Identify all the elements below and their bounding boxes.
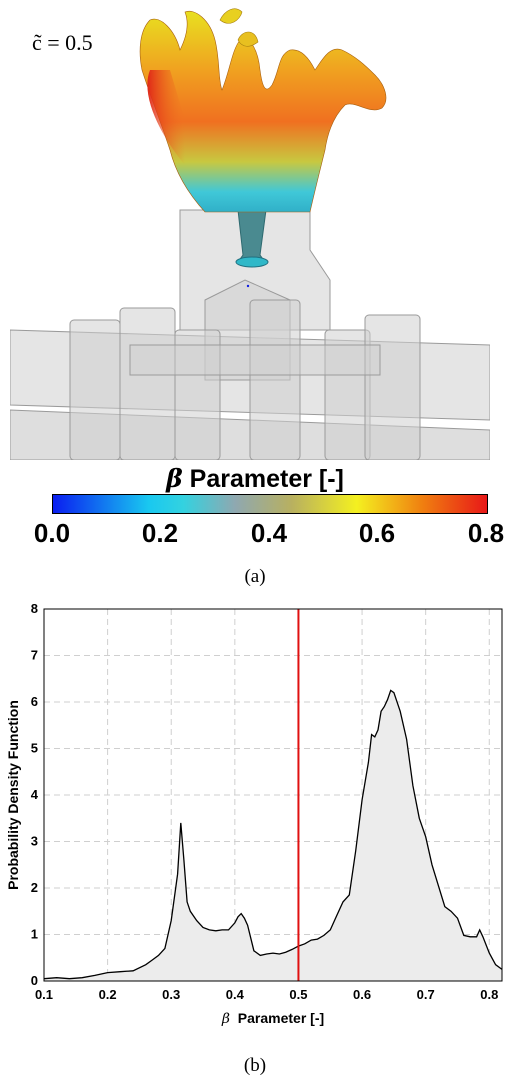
x-tick-label: 0.3 (162, 987, 180, 1002)
colorbar-tick: 0.2 (141, 518, 179, 548)
flame-isosurface-render (10, 8, 490, 460)
y-tick-label: 5 (31, 741, 38, 756)
pdf-area (44, 690, 502, 981)
burner-geometry (10, 209, 490, 460)
colorbar-title: β Parameter [-] (0, 464, 510, 494)
colorbar-title-text: Parameter [-] (189, 465, 344, 493)
pdf-chart: 0.1 0.2 0.3 0.4 0.5 0.6 0.7 0.8 0 1 2 3 4 5 6 7 8 β Par… (5, 601, 503, 1027)
y-tick-label: 2 (31, 880, 38, 895)
x-tick-label: 0.8 (480, 987, 498, 1002)
y-tick-label: 7 (31, 648, 38, 663)
x-axis-label-symbol: β (221, 1011, 230, 1027)
x-axis-label: β Parameter [-] (221, 1010, 324, 1027)
plot-frame (43, 608, 503, 982)
caption-a: (a) (244, 566, 266, 587)
y-tick-label: 1 (31, 927, 38, 942)
x-tick-label: 0.1 (35, 987, 53, 1002)
caption-b: (b) (243, 1055, 267, 1076)
y-tick-labels: 0 1 2 3 4 5 6 7 8 (31, 601, 39, 988)
colorbar-tick: 0.8 (467, 518, 505, 548)
colorbar (52, 494, 488, 514)
x-tick-label: 0.6 (353, 987, 371, 1002)
x-axis-label-text: Parameter [-] (238, 1010, 324, 1026)
y-tick-label: 0 (31, 973, 38, 988)
colorbar-tick: 0.4 (250, 518, 288, 548)
pdf-line (43, 689, 503, 980)
y-tick-label: 3 (31, 834, 38, 849)
x-tick-label: 0.4 (226, 987, 245, 1002)
x-tick-label: 0.7 (417, 987, 435, 1002)
y-tick-label: 8 (31, 601, 38, 616)
flame-surface (139, 10, 387, 213)
colorbar-title-symbol: β (166, 464, 183, 493)
x-tick-label: 0.2 (99, 987, 117, 1002)
x-tick-label: 0.5 (289, 987, 307, 1002)
colorbar-tick: 0.0 (33, 518, 71, 548)
colorbar-tick: 0.6 (358, 518, 396, 548)
y-tick-label: 4 (31, 787, 39, 802)
x-tick-labels: 0.1 0.2 0.3 0.4 0.5 0.6 0.7 0.8 (35, 987, 498, 1002)
isosurface-annotation: c̃ = 0.5 (32, 30, 93, 55)
y-axis-label: Probability Density Function (5, 700, 21, 890)
y-tick-label: 6 (31, 694, 38, 709)
